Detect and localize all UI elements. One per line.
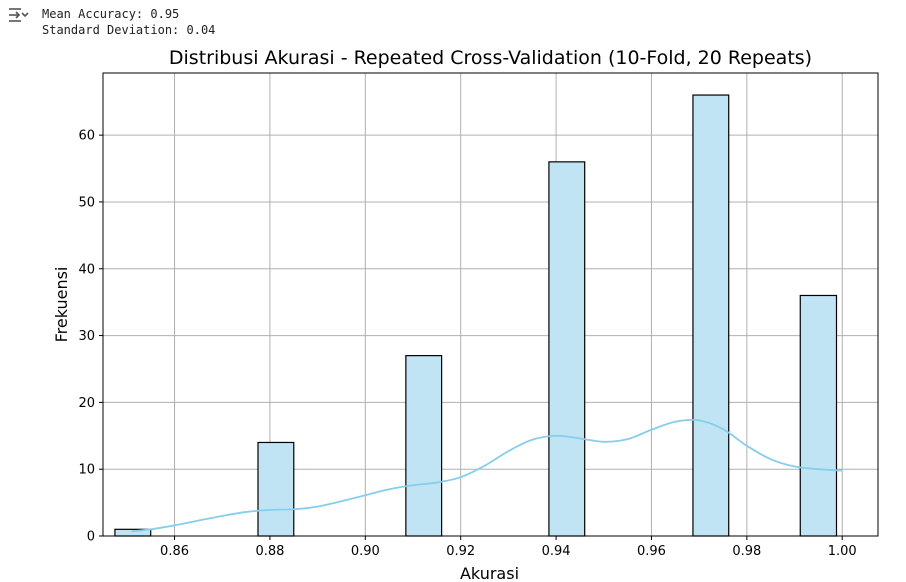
y-tick-label: 30	[78, 329, 95, 344]
x-axis-title: Akurasi	[460, 564, 519, 582]
histogram-bar	[548, 161, 586, 537]
histogram-bar	[692, 94, 730, 537]
x-tick-label: 0.90	[351, 544, 380, 559]
x-tick-label: 0.98	[732, 544, 761, 559]
y-tick-label: 20	[78, 396, 95, 411]
x-tick-label: 1.00	[828, 544, 857, 559]
y-tick-label: 50	[78, 195, 95, 210]
y-tick-label: 10	[78, 463, 95, 478]
output-text: Mean Accuracy: 0.95 Standard Deviation: 0…	[42, 6, 215, 38]
plot-frame	[102, 72, 879, 537]
output-line-mean: Mean Accuracy: 0.95	[42, 7, 180, 21]
y-axis-title: Frekuensi	[52, 267, 71, 343]
y-tick-label: 40	[78, 262, 95, 277]
kde-curve	[131, 418, 843, 533]
axes-ticks: 0.86 0.88 0.90 0.92 0.94 0.96 0.98 1.00 0 10 20 30 4…	[78, 129, 856, 559]
grid	[103, 73, 878, 537]
output-collapse-icon[interactable]	[6, 5, 30, 25]
x-tick-label: 0.88	[255, 544, 284, 559]
chart-title: Distribusi Akurasi - Repeated Cross-Vali…	[169, 47, 812, 69]
y-tick-label: 0	[87, 530, 95, 545]
x-tick-label: 0.94	[542, 544, 571, 559]
x-tick-label: 0.86	[160, 544, 189, 559]
output-line-std: Standard Deviation: 0.04	[42, 23, 216, 37]
histogram-bar	[799, 294, 838, 537]
histogram-bar	[405, 355, 443, 537]
kde-curve-group	[131, 418, 843, 533]
bars	[114, 94, 838, 537]
x-tick-label: 0.96	[637, 544, 666, 559]
x-tick-label: 0.92	[446, 544, 475, 559]
y-tick-label: 60	[78, 129, 95, 144]
histogram-bar	[257, 441, 295, 537]
